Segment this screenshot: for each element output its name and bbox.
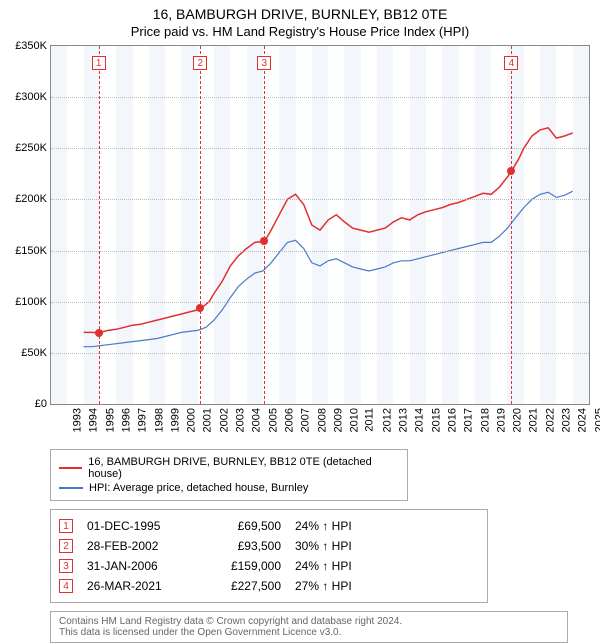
y-tick-label: £100K — [15, 296, 47, 308]
sale-date: 26-MAR-2021 — [87, 579, 187, 593]
sale-date: 28-FEB-2002 — [87, 539, 187, 553]
sale-marker-line — [264, 46, 265, 404]
price-chart: £0£50K£100K£150K£200K£250K£300K£350K1993… — [50, 45, 590, 405]
sale-price: £159,000 — [201, 559, 281, 573]
sale-marker-badge: 4 — [504, 56, 518, 70]
sale-marker-badge: 3 — [257, 56, 271, 70]
sale-row-badge: 3 — [59, 559, 73, 573]
sale-row-badge: 1 — [59, 519, 73, 533]
sale-hpi-pct: 24% ↑ HPI — [295, 519, 405, 533]
x-tick-label: 2001 — [202, 408, 214, 432]
x-tick-label: 2006 — [283, 408, 295, 432]
x-tick-label: 2012 — [381, 408, 393, 432]
x-tick-label: 2009 — [332, 408, 344, 432]
chart-lines — [51, 46, 589, 404]
x-tick-label: 2010 — [349, 408, 361, 432]
sale-point — [95, 329, 103, 337]
gridline — [51, 148, 589, 149]
gridline — [51, 302, 589, 303]
x-tick-label: 1993 — [71, 408, 83, 432]
gridline — [51, 97, 589, 98]
x-tick-label: 2024 — [577, 408, 589, 432]
page: 16, BAMBURGH DRIVE, BURNLEY, BB12 0TE Pr… — [0, 0, 600, 643]
gridline — [51, 353, 589, 354]
x-tick-label: 2007 — [300, 408, 312, 432]
x-tick-label: 1998 — [153, 408, 165, 432]
sales-table: 1 01-DEC-1995 £69,500 24% ↑ HPI 2 28-FEB-2002… — [50, 509, 488, 603]
y-tick-label: £50K — [21, 347, 47, 359]
footer-line1: Contains HM Land Registry data © Crown c… — [59, 616, 559, 627]
sale-price: £227,500 — [201, 579, 281, 593]
sale-row: 3 31-JAN-2006 £159,000 24% ↑ HPI — [59, 556, 479, 576]
x-tick-label: 2017 — [463, 408, 475, 432]
x-tick-label: 2022 — [544, 408, 556, 432]
title-address: 16, BAMBURGH DRIVE, BURNLEY, BB12 0TE — [0, 6, 600, 22]
x-tick-label: 2016 — [446, 408, 458, 432]
x-tick-label: 2002 — [218, 408, 230, 432]
x-tick-label: 2008 — [316, 408, 328, 432]
series-line — [84, 191, 573, 347]
x-tick-label: 2023 — [561, 408, 573, 432]
x-tick-label: 2020 — [512, 408, 524, 432]
sale-date: 01-DEC-1995 — [87, 519, 187, 533]
x-tick-label: 2019 — [495, 408, 507, 432]
sale-price: £93,500 — [201, 539, 281, 553]
x-tick-label: 1999 — [169, 408, 181, 432]
y-tick-label: £250K — [15, 142, 47, 154]
y-tick-label: £350K — [15, 40, 47, 52]
legend-label: 16, BAMBURGH DRIVE, BURNLEY, BB12 0TE (d… — [88, 456, 399, 480]
legend-item: HPI: Average price, detached house, Burn… — [59, 481, 399, 495]
gridline — [51, 199, 589, 200]
x-tick-label: 2013 — [398, 408, 410, 432]
x-tick-label: 2005 — [267, 408, 279, 432]
title-sub: Price paid vs. HM Land Registry's House … — [0, 24, 600, 39]
y-tick-label: £150K — [15, 245, 47, 257]
y-tick-label: £0 — [35, 398, 47, 410]
x-tick-label: 2003 — [235, 408, 247, 432]
x-tick-label: 1994 — [88, 408, 100, 432]
sale-marker-badge: 2 — [193, 56, 207, 70]
x-tick-label: 1997 — [137, 408, 149, 432]
sale-hpi-pct: 30% ↑ HPI — [295, 539, 405, 553]
sale-hpi-pct: 24% ↑ HPI — [295, 559, 405, 573]
sale-row: 1 01-DEC-1995 £69,500 24% ↑ HPI — [59, 516, 479, 536]
gridline — [51, 251, 589, 252]
x-tick-label: 2025 — [593, 408, 600, 432]
sale-marker-line — [511, 46, 512, 404]
sale-marker-line — [200, 46, 201, 404]
x-tick-label: 2021 — [528, 408, 540, 432]
sale-price: £69,500 — [201, 519, 281, 533]
sale-row: 4 26-MAR-2021 £227,500 27% ↑ HPI — [59, 576, 479, 596]
legend-item: 16, BAMBURGH DRIVE, BURNLEY, BB12 0TE (d… — [59, 455, 399, 481]
x-tick-label: 1995 — [104, 408, 116, 432]
x-tick-label: 2018 — [479, 408, 491, 432]
titles: 16, BAMBURGH DRIVE, BURNLEY, BB12 0TE Pr… — [0, 0, 600, 39]
legend-swatch — [59, 487, 83, 489]
sale-marker-badge: 1 — [92, 56, 106, 70]
x-tick-label: 1996 — [120, 408, 132, 432]
x-tick-label: 2011 — [364, 408, 376, 432]
sale-row-badge: 4 — [59, 579, 73, 593]
sale-date: 31-JAN-2006 — [87, 559, 187, 573]
x-tick-label: 2004 — [251, 408, 263, 432]
legend-swatch — [59, 467, 82, 469]
footer-line2: This data is licensed under the Open Gov… — [59, 627, 559, 638]
x-tick-label: 2000 — [186, 408, 198, 432]
sale-row-badge: 2 — [59, 539, 73, 553]
x-tick-label: 2014 — [414, 408, 426, 432]
footer-licence: Contains HM Land Registry data © Crown c… — [50, 611, 568, 643]
legend-label: HPI: Average price, detached house, Burn… — [89, 482, 308, 494]
y-tick-label: £300K — [15, 91, 47, 103]
y-tick-label: £200K — [15, 193, 47, 205]
sale-hpi-pct: 27% ↑ HPI — [295, 579, 405, 593]
sale-marker-line — [99, 46, 100, 404]
sale-row: 2 28-FEB-2002 £93,500 30% ↑ HPI — [59, 536, 479, 556]
x-tick-label: 2015 — [430, 408, 442, 432]
legend: 16, BAMBURGH DRIVE, BURNLEY, BB12 0TE (d… — [50, 449, 408, 501]
